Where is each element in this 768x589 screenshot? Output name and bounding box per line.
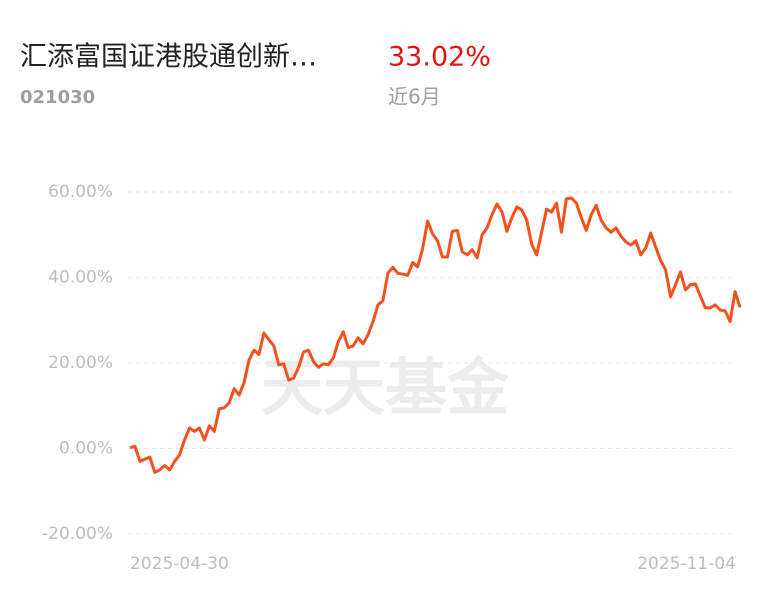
watermark: 天天基金 [261,351,510,424]
fund-title: 汇添富国证港股通创新… [20,42,317,73]
y-tick-label: 0.00% [59,439,113,459]
fund-code: 021030 [20,87,95,108]
x-tick-label: 2025-11-04 [637,554,736,574]
price-line [129,196,742,474]
y-tick-label: -20.00% [42,524,113,544]
period-label: 近6月 [388,85,441,109]
y-tick-label: 20.00% [48,353,113,373]
y-tick-label: 60.00% [48,182,113,202]
y-tick-label: 40.00% [48,268,113,288]
x-tick-label: 2025-04-30 [130,554,229,574]
return-value: 33.02% [388,42,491,73]
